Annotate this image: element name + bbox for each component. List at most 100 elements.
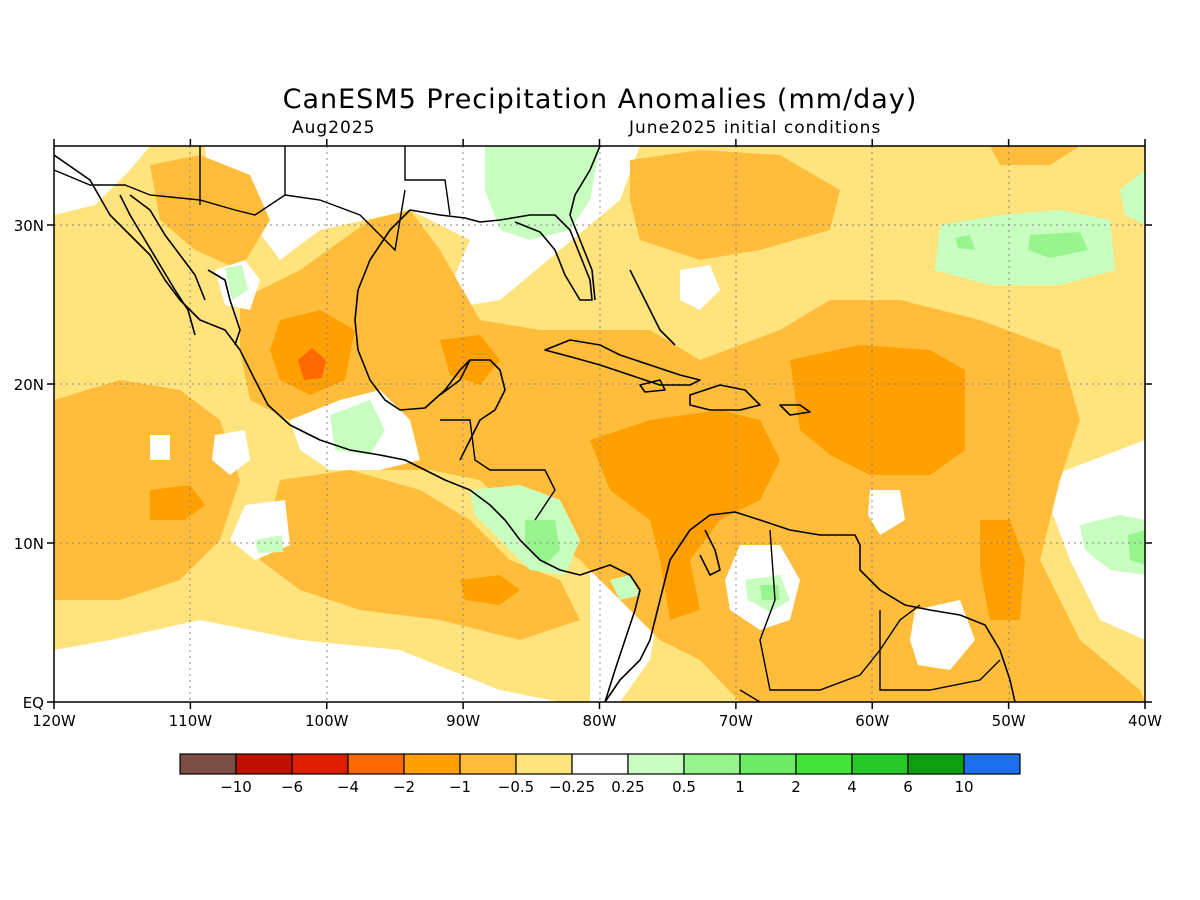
field-wet-sonora: [225, 265, 248, 300]
initial-conditions: June2025 initial conditions: [629, 118, 882, 138]
coastlines: [54, 146, 1016, 702]
field-dry-pacific-south-blob: [460, 575, 520, 605]
x-tick-label: 60W: [855, 712, 889, 730]
field-dry-baja: [150, 155, 270, 270]
x-axis-ticks: [53, 139, 1146, 709]
legend-label: −1: [449, 778, 471, 796]
legend-label: 1: [735, 778, 745, 796]
y-tick-label: 20N: [14, 376, 44, 394]
field-dry-pacific-west: [54, 380, 240, 600]
legend-colorbar: [179, 753, 1021, 775]
field-wet-atlantic-core: [1028, 232, 1088, 258]
gulf-mexico-coast: [354, 209, 506, 461]
legend-swatch: [291, 753, 349, 775]
valid-month: Aug2025: [292, 118, 376, 138]
x-tick-label: 110W: [169, 712, 213, 730]
texas-border: [284, 189, 406, 252]
field-dry-ne: [990, 146, 1080, 165]
field-white-pacific-2: [150, 435, 170, 460]
anomaly-field: [54, 146, 1145, 702]
pacific-coast: [54, 154, 641, 702]
field-dry-strong-mexico: [298, 348, 326, 380]
guiana-borders: [879, 610, 1001, 691]
field-wet-east: [1080, 515, 1145, 575]
baja-west: [119, 194, 196, 336]
x-tick-label: 50W: [992, 712, 1026, 730]
legend-swatch: [571, 753, 629, 775]
baja-east: [129, 194, 206, 301]
x-axis-labels: 120W 110W 100W 90W 80W 70W 60W 50W 40W: [32, 712, 1162, 730]
x-tick-label: 120W: [32, 712, 76, 730]
legend-swatch: [795, 753, 853, 775]
field-wet-atlantic: [935, 210, 1115, 285]
x-tick-label: 100W: [305, 712, 349, 730]
field-white-sw: [54, 620, 560, 702]
field-wet-atlantic-east: [1120, 170, 1145, 225]
legend-swatch: [403, 753, 461, 775]
field-dry-atlantic-core: [790, 345, 965, 475]
field-white-nw: [54, 146, 150, 215]
legend-swatch: [459, 753, 517, 775]
legend-swatch: [235, 753, 293, 775]
legend-swatch: [627, 753, 685, 775]
grid-lines: [54, 146, 1145, 702]
field-white-pacific: [212, 430, 250, 475]
legend-swatch: [515, 753, 573, 775]
x-tick-label: 90W: [446, 712, 480, 730]
field-dry-bahamas: [630, 150, 840, 260]
legend-label: 0.25: [611, 778, 644, 796]
field-white-lesser-antilles: [868, 490, 905, 535]
y-tick-label: EQ: [23, 694, 44, 712]
field-dry-pacific-blob: [150, 485, 205, 520]
borders: [54, 146, 1001, 702]
jamaica: [639, 379, 666, 393]
venezuela-border: [759, 529, 921, 691]
field-white-guiana: [910, 600, 975, 670]
field-white-bahamas: [680, 265, 720, 310]
legend-label: 6: [903, 778, 913, 796]
y-tick-label: 30N: [14, 217, 44, 235]
field-wet-tehuantepec: [330, 400, 385, 455]
field-dry-guiana: [980, 520, 1025, 620]
maracaibo: [699, 529, 721, 576]
legend-swatch: [179, 753, 237, 775]
legend-label: −0.25: [549, 778, 595, 796]
state-lines: [404, 146, 451, 216]
south-america-north: [604, 511, 1016, 702]
chart-title: CanESM5 Precipitation Anomalies (mm/day): [282, 84, 918, 115]
colombia-border: [739, 689, 761, 702]
gulf-california-east: [207, 269, 241, 346]
legend-swatch: [963, 753, 1021, 775]
legend-swatch: [907, 753, 965, 775]
central-america-borders: [440, 419, 556, 521]
puerto-rico: [779, 404, 811, 416]
legend-label: −6: [281, 778, 303, 796]
legend-label: 4: [847, 778, 857, 796]
y-axis-labels: 30N 20N 10N EQ: [14, 217, 44, 712]
legend-swatch: [851, 753, 909, 775]
x-tick-label: 80W: [583, 712, 617, 730]
legend-label: −10: [220, 778, 252, 796]
legend-swatch: [739, 753, 797, 775]
legend-label: 10: [954, 778, 973, 796]
legend-label: 2: [791, 778, 801, 796]
florida-gulf: [439, 214, 593, 301]
y-axis-ticks: [47, 224, 1152, 703]
field-wet-atlantic-core-2: [955, 235, 975, 250]
hispaniola: [689, 384, 761, 411]
florida-atlantic: [569, 146, 601, 301]
field-wet-east-core: [1128, 530, 1145, 565]
yucatan-west: [439, 359, 471, 396]
legend-swatch: [683, 753, 741, 775]
legend-label: 0.5: [672, 778, 696, 796]
field-wet-colombia-core: [760, 585, 780, 600]
x-tick-label: 40W: [1128, 712, 1162, 730]
legend-labels: −10 −6 −4 −2 −1 −0.5 −0.25 0.25 0.5 1 2 4 6 10: [220, 778, 973, 796]
legend-label: −2: [393, 778, 415, 796]
y-tick-label: 10N: [14, 535, 44, 553]
x-tick-label: 70W: [719, 712, 753, 730]
legend-label: −4: [337, 778, 359, 796]
field-wet-pacific: [255, 535, 283, 553]
legend-label: −0.5: [498, 778, 534, 796]
